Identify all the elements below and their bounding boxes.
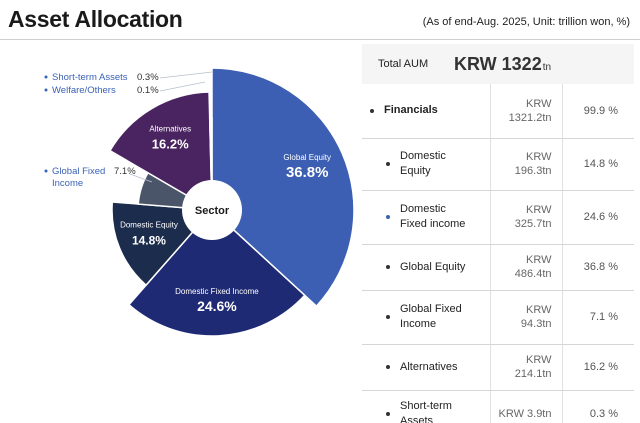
slice-value-label: 24.6% xyxy=(197,298,237,314)
bullet-icon xyxy=(386,162,390,166)
bullet-icon xyxy=(370,108,374,113)
side-labels: Short-term Assets 0.3% Welfare/Others 0.1% G… xyxy=(44,72,159,189)
slice-name-label: Global Equity xyxy=(283,153,331,162)
bullet-icon xyxy=(386,412,390,416)
row-asset-label: Global Equity xyxy=(400,260,466,273)
total-aum-row: Total AUM KRW 1322tn xyxy=(362,44,634,84)
row-asset-name: Domestic Equity xyxy=(362,138,490,191)
bullet-icon xyxy=(386,265,390,269)
allocation-table-panel: Total AUM KRW 1322tn Financials KRW 1321.… xyxy=(362,44,634,423)
row-asset-name: Financials xyxy=(362,84,490,139)
slice-name-label: Domestic Fixed Income xyxy=(175,287,259,296)
table-row: Domestic Equity KRW 196.3tn 14.8 % xyxy=(362,138,634,191)
row-percentage: 7.1 % xyxy=(561,290,634,345)
table-row: Alternatives KRW 214.1tn 16.2 % xyxy=(362,344,634,391)
side-slice-value: 0.1% xyxy=(137,85,159,96)
total-aum-label: Total AUM xyxy=(378,58,429,70)
leader-line xyxy=(159,81,206,92)
row-krw-amount: KRW 214.1tn xyxy=(489,344,562,391)
side-slice-value: 7.1% xyxy=(114,166,136,177)
table-row: Domestic Fixed income KRW 325.7tn 24.6 % xyxy=(362,190,634,245)
row-asset-name: Global Fixed Income xyxy=(362,290,490,345)
table-row: Global Fixed Income KRW 94.3tn 7.1 % xyxy=(362,290,634,345)
unit-note: (As of end-Aug. 2025, Unit: trillion won… xyxy=(422,16,630,28)
pie-center-label: Sector xyxy=(195,205,230,217)
slice-value-label: 16.2% xyxy=(152,136,189,151)
row-asset-label: Domestic Fixed income xyxy=(400,203,466,230)
row-percentage: 99.9 % xyxy=(561,84,634,139)
row-krw-amount: KRW 196.3tn xyxy=(489,138,562,191)
bullet-icon xyxy=(386,315,390,319)
table-row: Global Equity KRW 486.4tn 36.8 % xyxy=(362,244,634,291)
bullet-icon xyxy=(386,215,390,219)
row-percentage: 14.8 % xyxy=(561,138,634,191)
row-asset-name: Short-term Assets xyxy=(362,390,490,423)
side-slice-name: Global Fixed Income xyxy=(52,166,105,189)
row-asset-label: Short-term Assets xyxy=(400,400,452,423)
total-aum-unit: tn xyxy=(542,61,552,73)
bullet-icon xyxy=(44,88,48,92)
row-percentage: 16.2 % xyxy=(561,344,634,391)
allocation-table: Financials KRW 1321.2tn 99.9 % Domestic Equ… xyxy=(362,84,634,423)
row-krw-amount: KRW 3.9tn xyxy=(489,390,562,423)
allocation-pie-chart: Sector Global Equity 36.8% Domestic Fixed … xyxy=(44,67,355,337)
title-divider xyxy=(0,39,640,40)
bullet-icon xyxy=(44,169,48,173)
row-asset-label: Alternatives xyxy=(400,360,458,373)
side-slice-name: Short-term Assets xyxy=(52,72,128,83)
page-title: Asset Allocation xyxy=(8,6,183,32)
slice-labels: Global Equity 36.8% Domestic Fixed Income 2… xyxy=(120,124,331,313)
pie-slice-alternatives xyxy=(108,91,213,212)
row-krw-amount: KRW 486.4tn xyxy=(489,244,562,291)
row-krw-amount: KRW 94.3tn xyxy=(489,290,562,345)
side-slice-name: Welfare/Others xyxy=(52,85,116,96)
slice-value-label: 36.8% xyxy=(286,164,329,181)
table-row: Financials KRW 1321.2tn 99.9 % xyxy=(362,84,634,139)
leader-line xyxy=(129,173,153,183)
bullet-icon xyxy=(386,365,390,369)
leader-line xyxy=(159,71,213,79)
total-aum-value: KRW 1322tn xyxy=(454,54,551,75)
pie-slice-welfare-others xyxy=(210,117,213,211)
row-krw-amount: KRW 325.7tn xyxy=(489,190,562,245)
row-asset-label: Domestic Equity xyxy=(400,150,446,177)
row-asset-name: Domestic Fixed income xyxy=(362,190,490,245)
row-asset-name: Alternatives xyxy=(362,344,490,391)
total-aum-amount: KRW 1322 xyxy=(454,53,542,74)
slice-name-label: Alternatives xyxy=(149,124,191,133)
row-krw-amount: KRW 1321.2tn xyxy=(489,84,562,139)
pie-slice-domestic-fixed-income xyxy=(127,208,306,337)
bullet-icon xyxy=(44,75,48,79)
leader-lines xyxy=(129,71,213,183)
row-percentage: 36.8 % xyxy=(561,244,634,291)
table-row: Short-term Assets KRW 3.9tn 0.3 % xyxy=(362,390,634,423)
side-slice-value: 0.3% xyxy=(137,72,159,83)
row-percentage: 24.6 % xyxy=(561,190,634,245)
row-percentage: 0.3 % xyxy=(561,390,634,423)
pie-center-hole xyxy=(182,180,242,240)
slice-value-label: 14.8% xyxy=(132,234,166,248)
row-asset-label: Global Fixed Income xyxy=(400,303,462,330)
slice-name-label: Domestic Equity xyxy=(120,221,178,230)
row-asset-name: Global Equity xyxy=(362,244,490,291)
pie-slice-global-equity xyxy=(211,67,355,308)
row-asset-label: Financials xyxy=(384,104,438,117)
